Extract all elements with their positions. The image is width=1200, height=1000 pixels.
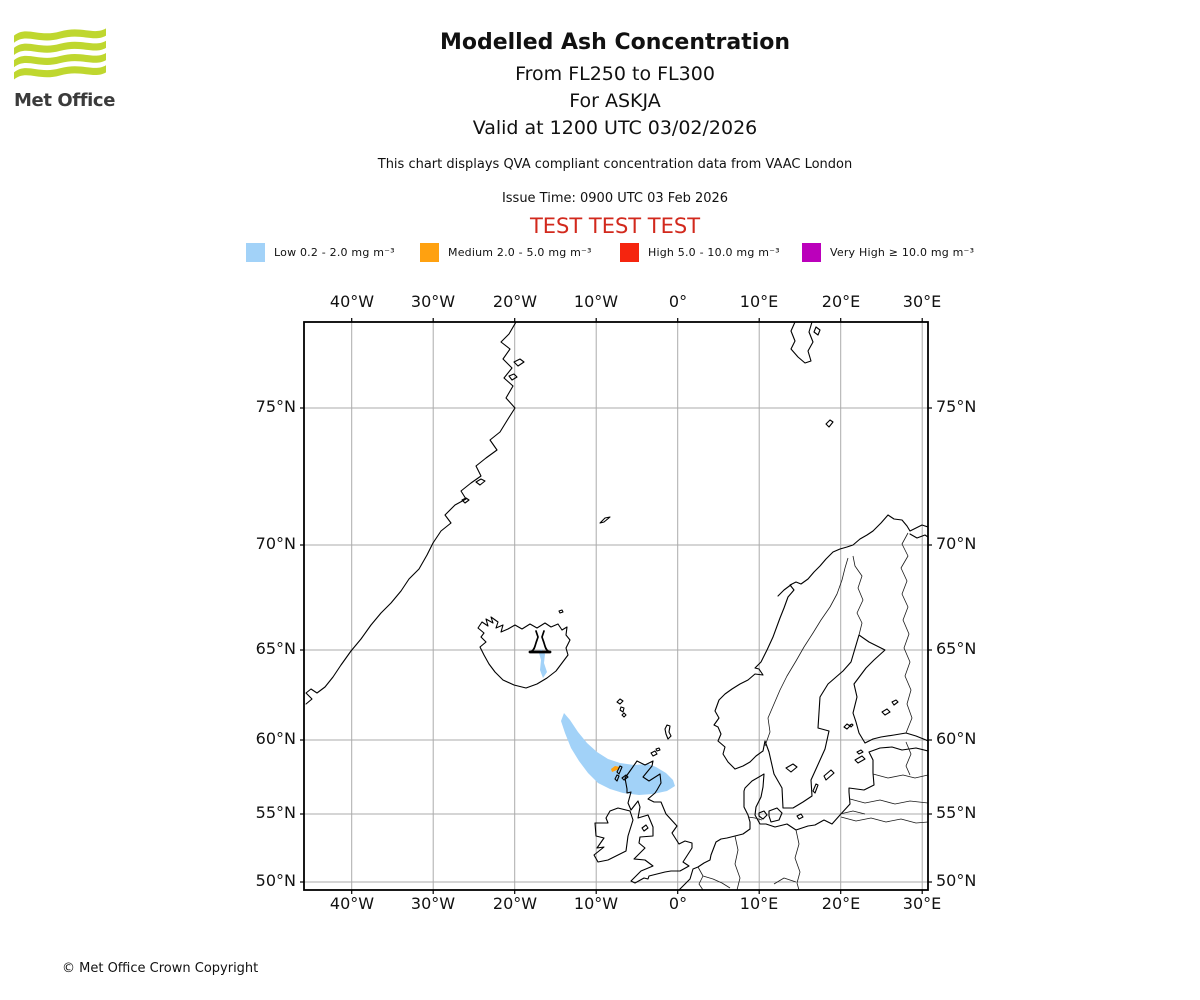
met-office-logo bbox=[14, 27, 106, 87]
map-frame bbox=[303, 321, 929, 891]
axis-ticks bbox=[300, 318, 932, 894]
faroe-islands bbox=[616, 698, 627, 718]
logo-wordmark: Met Office bbox=[14, 90, 116, 111]
lat-tick-label: 70°N bbox=[936, 534, 977, 553]
graticule-gridlines bbox=[304, 322, 928, 890]
copyright-notice: © Met Office Crown Copyright bbox=[62, 961, 259, 976]
legend-swatch-high bbox=[620, 243, 639, 262]
lon-tick-label: 20°E bbox=[821, 894, 861, 913]
scottish-islands bbox=[614, 724, 672, 832]
legend-label-medium: Medium 2.0 - 5.0 mg m⁻³ bbox=[448, 246, 592, 259]
test-banner: TEST TEST TEST bbox=[529, 214, 701, 238]
lon-tick-label: 10°W bbox=[573, 894, 619, 913]
svalbard-coastline bbox=[790, 322, 821, 364]
lat-tick-label: 75°N bbox=[255, 397, 296, 416]
legend-label-high: High 5.0 - 10.0 mg m⁻³ bbox=[648, 246, 780, 259]
page-title: Modelled Ash Concentration bbox=[439, 30, 791, 55]
lon-tick-label: 40°W bbox=[329, 894, 375, 913]
lat-tick-label: 55°N bbox=[936, 803, 977, 822]
country-borders bbox=[697, 532, 928, 890]
lat-tick-label: 60°N bbox=[936, 729, 977, 748]
lat-tick-label: 65°N bbox=[255, 639, 296, 658]
ash-forecast-map bbox=[300, 318, 932, 894]
lon-tick-label: 30°E bbox=[902, 894, 942, 913]
compliance-note: This chart displays QVA compliant concen… bbox=[377, 157, 853, 172]
lat-tick-label: 70°N bbox=[255, 534, 296, 553]
lon-tick-label: 20°E bbox=[821, 292, 861, 311]
lat-tick-label: 55°N bbox=[255, 803, 296, 822]
legend-swatch-low bbox=[246, 243, 265, 262]
lon-tick-label: 20°W bbox=[492, 894, 538, 913]
norway-coastline bbox=[713, 514, 928, 770]
lat-tick-label: 50°N bbox=[255, 871, 296, 890]
legend-item-medium: Medium 2.0 - 5.0 mg m⁻³ bbox=[420, 243, 592, 262]
legend-item-very-high: Very High ≥ 10.0 mg m⁻³ bbox=[802, 243, 974, 262]
lon-tick-label: 0° bbox=[668, 292, 688, 311]
baltic-south-and-northsea-coastline bbox=[678, 746, 928, 890]
lon-tick-label: 0° bbox=[668, 894, 688, 913]
volcano-icon bbox=[528, 630, 552, 654]
greenland-coastline bbox=[305, 322, 517, 705]
lat-tick-label: 50°N bbox=[936, 871, 977, 890]
bear-island bbox=[825, 419, 834, 428]
ash-plume-medium bbox=[611, 766, 620, 772]
ash-plume-low-source bbox=[539, 649, 547, 678]
lon-tick-label: 40°W bbox=[329, 292, 375, 311]
lon-tick-label: 30°E bbox=[902, 292, 942, 311]
lon-tick-label: 30°W bbox=[410, 894, 456, 913]
baltic-scandinavia-coastline bbox=[734, 634, 928, 809]
ireland-coastline bbox=[593, 807, 634, 863]
legend-swatch-very-high bbox=[802, 243, 821, 262]
lat-tick-label: 75°N bbox=[936, 397, 977, 416]
issue-time: Issue Time: 0900 UTC 03 Feb 2026 bbox=[501, 191, 729, 206]
lon-tick-label: 10°E bbox=[739, 292, 779, 311]
legend-label-very-high: Very High ≥ 10.0 mg m⁻³ bbox=[830, 246, 975, 259]
subtitle-valid-time: Valid at 1200 UTC 03/02/2026 bbox=[472, 117, 758, 139]
baltic-islands bbox=[758, 699, 899, 823]
lat-tick-label: 60°N bbox=[255, 729, 296, 748]
logo-waves-icon bbox=[14, 28, 106, 80]
lat-tick-label: 65°N bbox=[936, 639, 977, 658]
ash-plume-low bbox=[561, 713, 675, 795]
legend-item-high: High 5.0 - 10.0 mg m⁻³ bbox=[620, 243, 780, 262]
iceland-coastline bbox=[477, 609, 571, 689]
legend-label-low: Low 0.2 - 2.0 mg m⁻³ bbox=[274, 246, 395, 259]
jan-mayen-island bbox=[599, 516, 611, 524]
greenland-fjord-islands bbox=[461, 358, 525, 504]
subtitle-volcano: For ASKJA bbox=[569, 90, 661, 112]
legend-item-low: Low 0.2 - 2.0 mg m⁻³ bbox=[246, 243, 395, 262]
legend-swatch-medium bbox=[420, 243, 439, 262]
lon-tick-label: 20°W bbox=[492, 292, 538, 311]
subtitle-flight-levels: From FL250 to FL300 bbox=[515, 63, 715, 85]
lon-tick-label: 30°W bbox=[410, 292, 456, 311]
lon-tick-label: 10°W bbox=[573, 292, 619, 311]
lon-tick-label: 10°E bbox=[739, 894, 779, 913]
great-britain-coastline bbox=[624, 760, 693, 884]
